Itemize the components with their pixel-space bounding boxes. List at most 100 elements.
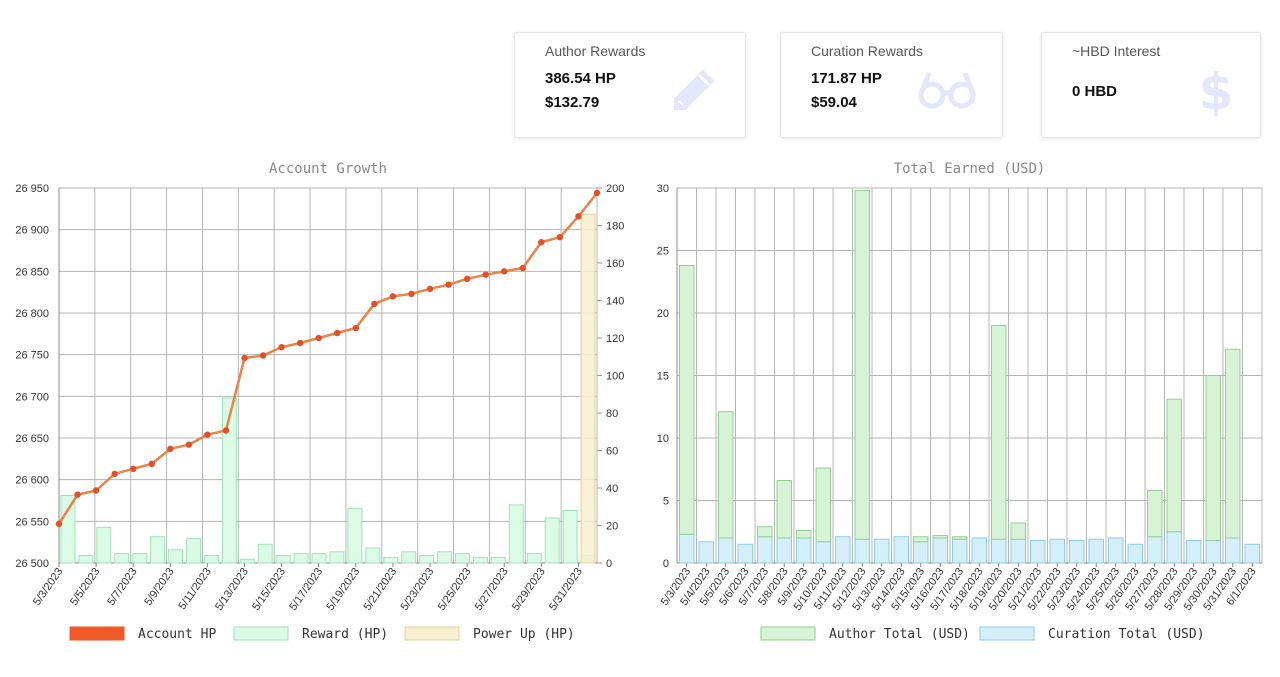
reward-bar bbox=[78, 555, 94, 564]
chart-title: Account Growth bbox=[269, 161, 387, 177]
curation-bar bbox=[718, 537, 734, 564]
y-tick-label-right: 120 bbox=[606, 333, 624, 345]
author-bar bbox=[776, 480, 792, 539]
reward-bar bbox=[186, 538, 201, 564]
account-hp-point bbox=[501, 268, 508, 275]
account-hp-point bbox=[296, 339, 304, 347]
curation-bar bbox=[1225, 537, 1241, 564]
author-bar bbox=[1166, 398, 1182, 533]
curation-bar bbox=[952, 538, 968, 564]
curation-bar bbox=[1186, 540, 1202, 564]
curation-bar bbox=[737, 543, 753, 564]
y-tick-label-right: 40 bbox=[606, 483, 618, 495]
author-bar bbox=[952, 536, 968, 540]
y-tick-label-left: 26 750 bbox=[15, 350, 49, 362]
reward-bar bbox=[168, 549, 184, 564]
author-bar bbox=[718, 411, 734, 539]
reward-bar bbox=[490, 556, 506, 564]
account-hp-point bbox=[148, 460, 155, 468]
curation-bar bbox=[932, 537, 948, 564]
reward-bar bbox=[257, 543, 273, 564]
account-hp-point bbox=[371, 300, 378, 308]
account-hp-point bbox=[389, 293, 397, 300]
reward-bar bbox=[383, 556, 399, 564]
reward-bar bbox=[311, 553, 327, 564]
curation-bar bbox=[776, 537, 792, 564]
legend-swatch bbox=[760, 626, 816, 641]
y-tick-label: 20 bbox=[657, 308, 669, 320]
account-hp-point bbox=[55, 520, 63, 528]
author-bar bbox=[1147, 490, 1163, 538]
curation-bar bbox=[874, 538, 890, 564]
account-hp-point bbox=[222, 427, 230, 434]
x-tick-label: 5/19/2023 bbox=[324, 566, 362, 613]
curation-bar bbox=[1010, 538, 1026, 564]
reward-bar bbox=[347, 508, 363, 564]
legend-swatch bbox=[979, 626, 1035, 641]
account-hp-point bbox=[74, 491, 81, 498]
curation-bar bbox=[835, 536, 851, 564]
y-tick-label-right: 160 bbox=[606, 258, 624, 270]
y-tick-label-right: 200 bbox=[606, 183, 624, 195]
account-hp-point bbox=[352, 324, 360, 332]
account-growth-chart: Account Growth 26 500 26 550 26 600 26 650 26… bbox=[15, 161, 624, 642]
reward-bar bbox=[96, 526, 112, 564]
chart-title: Total Earned (USD) bbox=[894, 161, 1046, 177]
author-bar bbox=[679, 265, 695, 535]
x-tick-label: 5/27/2023 bbox=[473, 566, 511, 613]
x-tick-label: 5/21/2023 bbox=[361, 566, 399, 613]
curation-bar bbox=[1127, 543, 1143, 564]
account-hp-point bbox=[426, 285, 434, 293]
y-tick-label-left: 26 850 bbox=[15, 266, 49, 278]
curation-bar bbox=[679, 533, 695, 564]
x-tick-label: 5/13/2023 bbox=[213, 566, 251, 613]
reward-bar bbox=[239, 558, 255, 564]
x-tick-label: 5/15/2023 bbox=[250, 566, 288, 613]
author-bar bbox=[1205, 375, 1221, 541]
curation-bar bbox=[1244, 543, 1260, 564]
account-hp-point bbox=[204, 431, 211, 438]
x-tick-label: 5/3/2023 bbox=[31, 566, 65, 608]
author-bar bbox=[991, 325, 1007, 540]
card-title: Curation Rewards bbox=[811, 43, 924, 59]
legend-swatch bbox=[69, 626, 125, 641]
curation-bar bbox=[1205, 540, 1221, 564]
account-hp-point bbox=[538, 238, 545, 246]
account-hp-point bbox=[259, 352, 267, 359]
legend-label: Reward (HP) bbox=[302, 627, 388, 642]
reward-bar bbox=[508, 504, 524, 564]
card-title: Author Rewards bbox=[545, 43, 646, 59]
curation-bar bbox=[1147, 536, 1163, 564]
curation-bar bbox=[991, 538, 1007, 564]
y-tick-label-left: 26 650 bbox=[15, 433, 49, 445]
y-tick-label-left: 26 550 bbox=[15, 516, 49, 528]
y-tick-label-right: 180 bbox=[606, 221, 624, 233]
curation-bar bbox=[1069, 540, 1085, 564]
legend-label: Power Up (HP) bbox=[473, 627, 575, 642]
author-bar bbox=[854, 190, 870, 540]
reward-bar bbox=[275, 555, 291, 564]
account-hp-point bbox=[167, 445, 174, 453]
hbd-interest-value: 0 HBD bbox=[1072, 83, 1118, 100]
y-tick-label: 5 bbox=[663, 496, 669, 508]
x-tick-label: 5/25/2023 bbox=[436, 566, 474, 613]
account-hp-point bbox=[241, 354, 248, 362]
y-tick-label-right: 0 bbox=[606, 558, 612, 570]
curation-bar bbox=[913, 541, 929, 564]
reward-bar bbox=[114, 553, 130, 564]
account-hp-point bbox=[92, 487, 100, 494]
curation-bar bbox=[757, 536, 773, 564]
reward-bar bbox=[544, 517, 560, 564]
reward-bar bbox=[365, 547, 381, 564]
reward-bar bbox=[472, 556, 488, 564]
reward-bar bbox=[221, 397, 237, 564]
y-tick-label-right: 140 bbox=[606, 296, 624, 308]
curation-bar bbox=[971, 537, 987, 564]
y-tick-label-right: 60 bbox=[606, 446, 618, 458]
y-tick-label: 10 bbox=[657, 433, 669, 445]
curation-bar bbox=[1108, 537, 1124, 564]
legend-label: Author Total (USD) bbox=[829, 627, 970, 642]
reward-bar bbox=[329, 551, 345, 564]
author-rewards-hp: 386.54 HP bbox=[545, 70, 616, 87]
x-tick-label: 5/7/2023 bbox=[105, 566, 139, 608]
